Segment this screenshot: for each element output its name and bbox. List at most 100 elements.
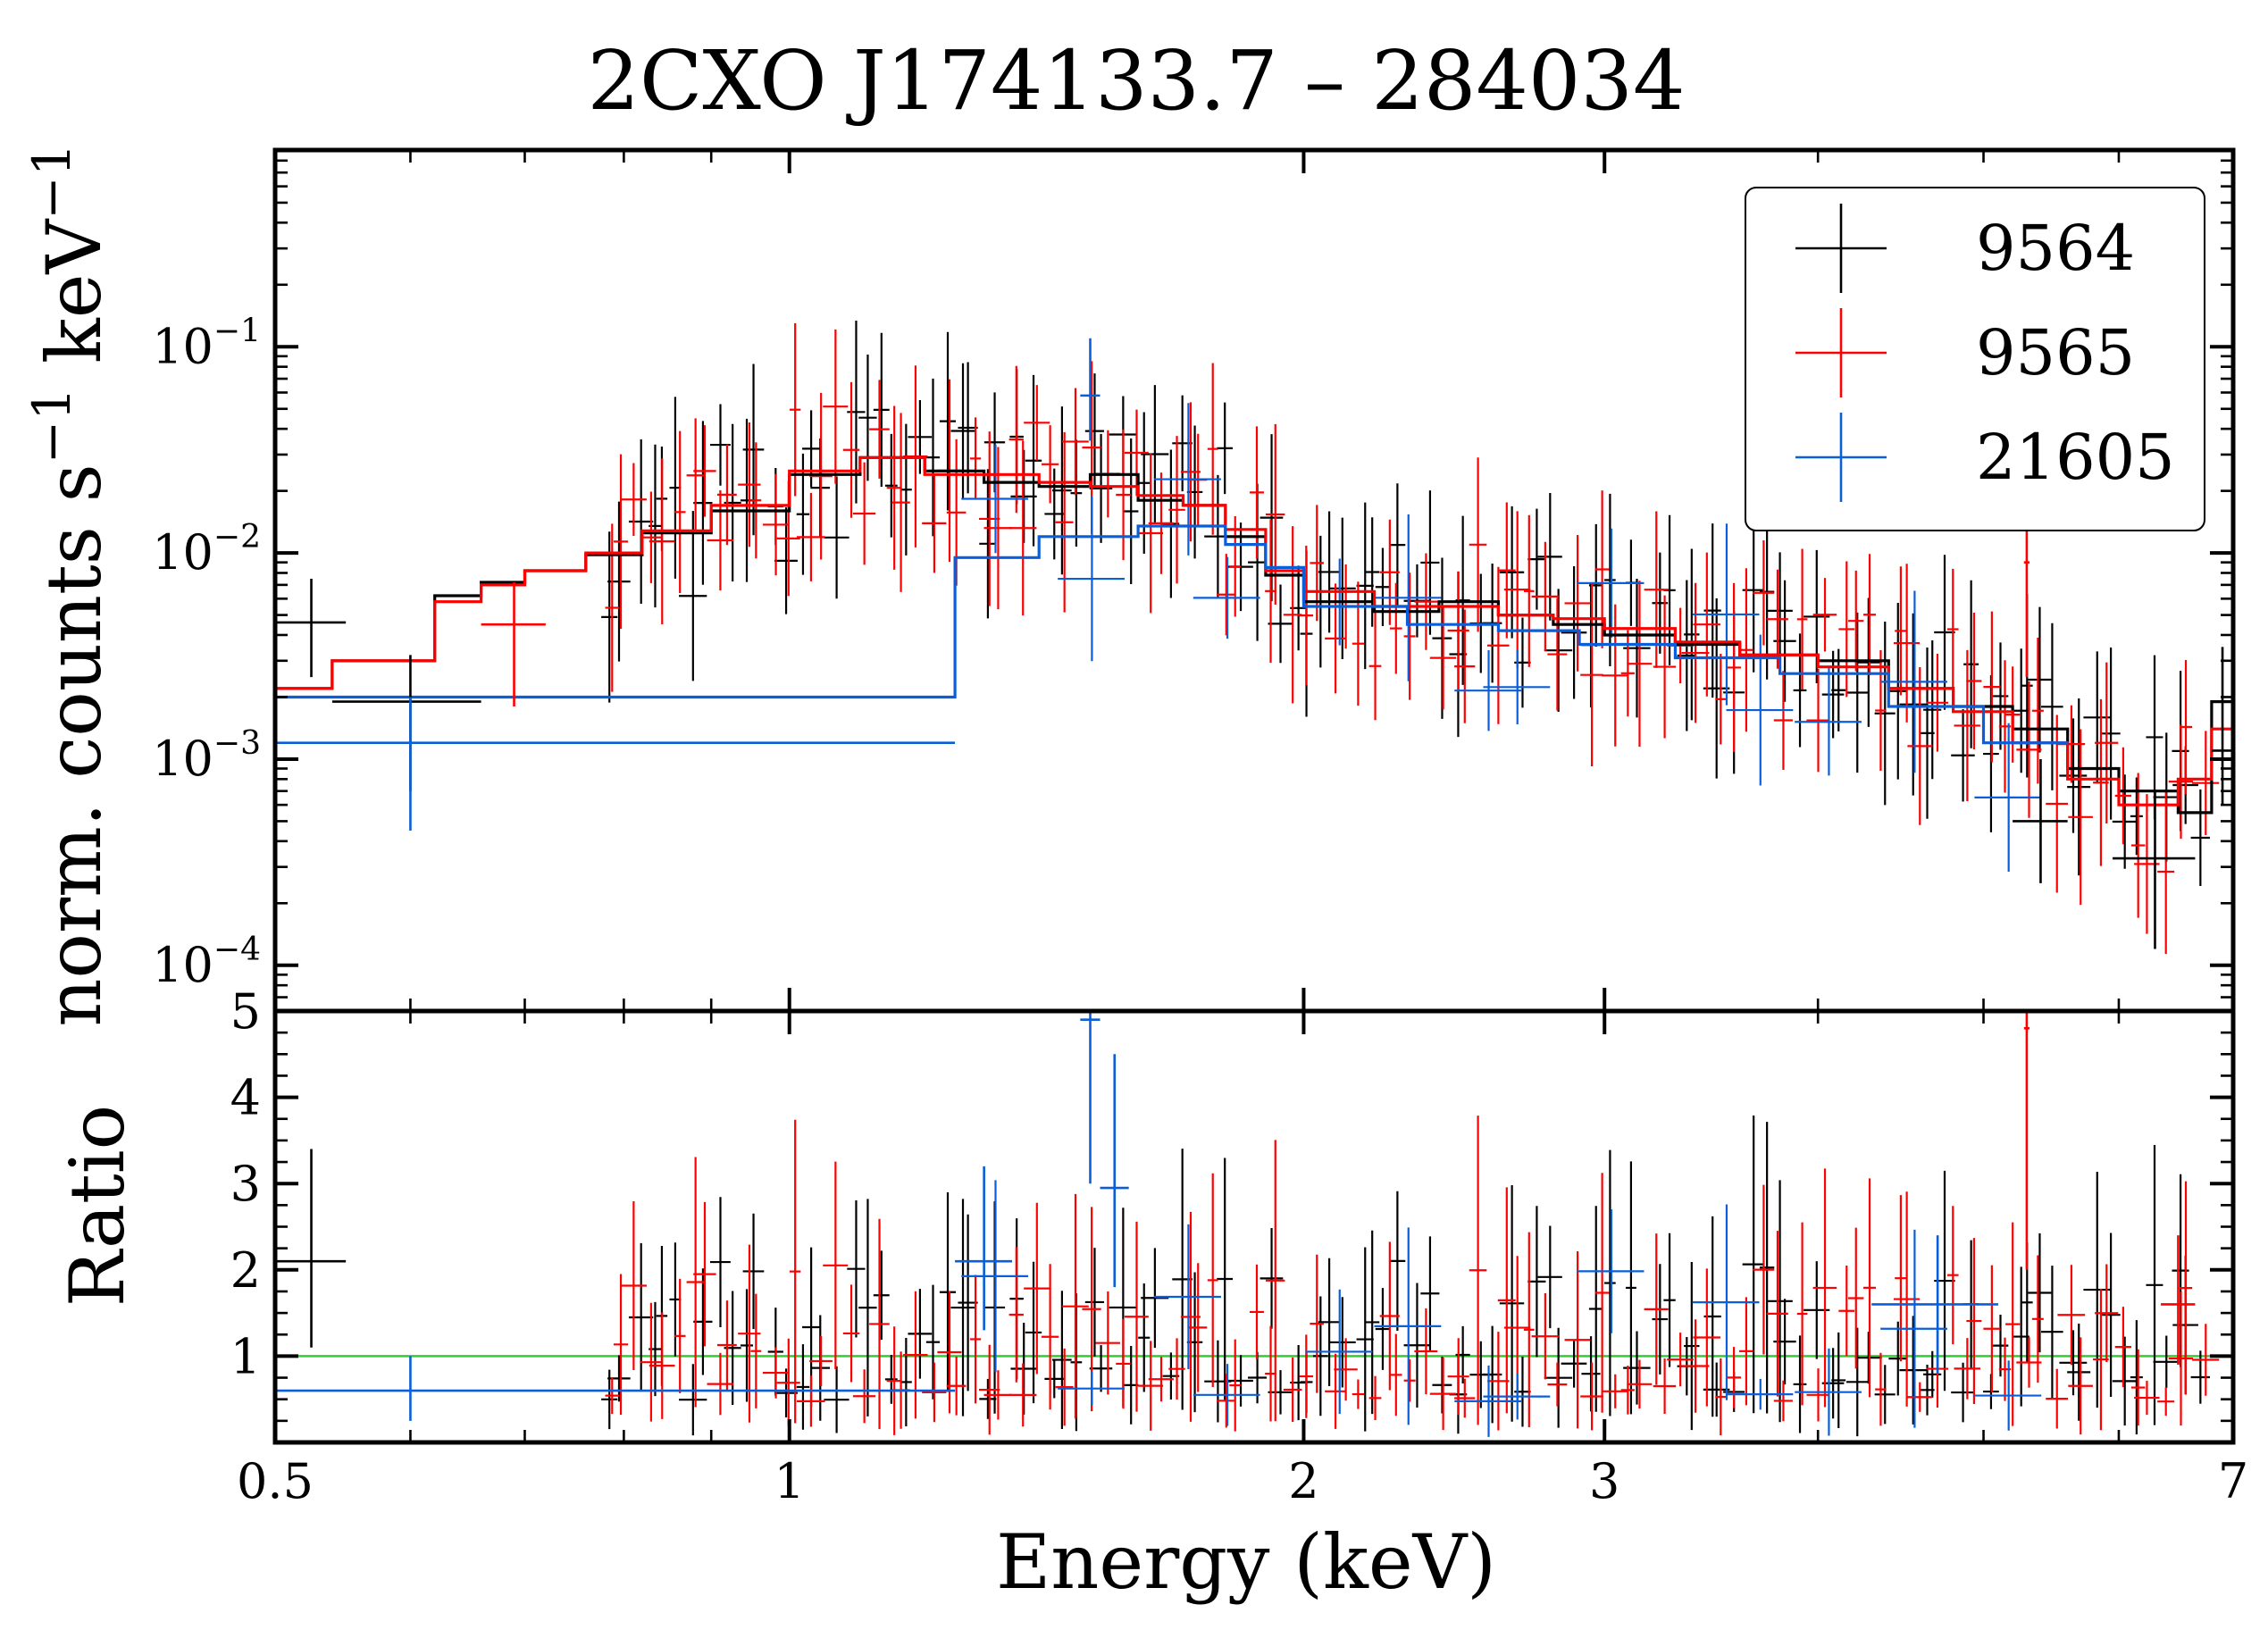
data-point-9564 [939, 331, 957, 511]
data-point-9564 [601, 531, 618, 703]
ratio-point-9564 [1025, 1261, 1042, 1404]
ratio-point-9564 [1831, 1332, 1846, 1428]
data-point-9565 [1895, 566, 1907, 696]
highlight-ratio-point-9565 [2161, 1235, 2196, 1366]
ratio-point-9565 [1693, 1268, 1721, 1407]
data-point-9565 [686, 418, 705, 533]
data-point-9564 [1561, 566, 1587, 699]
ylabel-exp-2: −1 [21, 143, 82, 220]
data-point-9565 [2157, 789, 2175, 955]
ratio-point-9565 [1389, 1333, 1402, 1417]
ratio-point-9564 [1527, 1206, 1546, 1358]
ratio-point-9565 [1403, 1359, 1416, 1402]
ratio-point-9565 [1138, 1341, 1164, 1431]
data-point-9564 [1356, 502, 1374, 670]
ratio-point-9565 [1848, 1227, 1864, 1369]
ratio-point-9565 [2168, 1291, 2194, 1426]
data-point-9565 [1124, 409, 1149, 497]
y-tick-label-exponent: −4 [213, 932, 261, 968]
data-point-9565 [649, 458, 675, 625]
ratio-point-9564 [2130, 1320, 2143, 1434]
data-point-9565 [979, 431, 1000, 606]
data-point-9565 [1644, 511, 1669, 668]
data-point-9565 [750, 442, 762, 559]
ratio-point-9565 [1265, 1140, 1285, 1422]
data-point-9565 [1954, 649, 1980, 801]
data-point-9564 [1268, 584, 1293, 664]
ratio-point-9565 [937, 1291, 962, 1414]
data-point-9564 [1923, 640, 1942, 780]
highlight-point-9564 [331, 655, 481, 791]
ratio-point-9565 [1863, 1178, 1876, 1398]
y-tick-label-base: 10 [152, 318, 213, 374]
data-point-9564 [1318, 511, 1341, 633]
ratio-point-9564 [1625, 1161, 1636, 1415]
ratio-point-9565 [1095, 1291, 1120, 1395]
data-point-9565 [1547, 598, 1568, 711]
x-tick-label: 1 [774, 1453, 805, 1509]
ratio-point-9565 [1766, 1231, 1788, 1397]
ratio-point-9565 [750, 1293, 762, 1408]
y-tick-label-base: 10 [152, 731, 213, 787]
ratio-point-9564 [796, 1344, 810, 1430]
data-point-9565 [674, 430, 686, 594]
ratio-point-9564 [1604, 1149, 1616, 1417]
ratio-point-9564 [607, 1355, 631, 1402]
ratio-point-9564 [1318, 1258, 1341, 1386]
data-point-9565 [1207, 363, 1218, 535]
ratio-point-9564 [939, 1191, 957, 1392]
data-point-9564 [1123, 438, 1139, 585]
ratio-point-9565 [1580, 1362, 1603, 1431]
data-point-21605 [1193, 556, 1260, 639]
ratio-point-9564 [1888, 1321, 1908, 1396]
ratio-point-9564 [1084, 1248, 1104, 1357]
data-point-9565 [2130, 773, 2146, 918]
ratio-point-21605 [1454, 1365, 1522, 1437]
data-point-21605 [1577, 528, 1645, 638]
ratio-point-9565 [1602, 1374, 1629, 1408]
ylabel-exp-1: −1 [21, 388, 82, 464]
data-point-9564 [1186, 425, 1203, 559]
y-tick-label: 10−4 [152, 932, 261, 993]
ratio-point-9565 [1414, 1308, 1438, 1395]
data-point-21605 [1058, 496, 1125, 662]
ratio-point-9565 [1299, 1334, 1314, 1418]
ratio-point-9564 [900, 1337, 912, 1426]
ratio-point-9564 [740, 1289, 754, 1402]
ratio-point-9565 [1469, 1116, 1487, 1425]
ratio-point-9564 [1793, 1335, 1807, 1433]
ratio-point-9565 [1334, 1338, 1358, 1401]
data-point-9565 [1148, 472, 1175, 574]
ratio-point-9564 [1365, 1230, 1380, 1415]
ratio-point-9565 [979, 1344, 1000, 1435]
ratio-point-9565 [1523, 1232, 1535, 1428]
ratio-point-9564 [958, 1214, 978, 1391]
data-point-21605 [1974, 723, 2042, 873]
ratio-point-9564 [1141, 1248, 1169, 1349]
data-point-21605 [1454, 650, 1522, 731]
ratio-point-9565 [922, 1362, 947, 1423]
data-point-9565 [1249, 426, 1264, 559]
data-point-9564 [1051, 406, 1072, 575]
ratio-point-9565 [1531, 1293, 1559, 1380]
x-tick-label: 3 [1589, 1453, 1619, 1509]
ratio-point-9564 [1854, 1332, 1882, 1384]
ratio-point-9565 [620, 1201, 647, 1370]
highlight-ratio-point-21605 [1871, 1235, 1998, 1374]
data-point-9564 [1527, 508, 1546, 610]
ratio-point-9564 [950, 1199, 975, 1417]
ratio-point-9564 [1663, 1233, 1676, 1367]
data-point-9565 [1812, 578, 1837, 652]
ratio-point-9564 [1217, 1157, 1234, 1400]
data-point-21605 [1483, 649, 1551, 725]
data-point-9565 [1739, 568, 1753, 732]
ratio-point-9564 [858, 1199, 877, 1417]
ratio-point-9565 [842, 1284, 860, 1383]
ratio-point-9565 [823, 1161, 849, 1369]
y-tick-label: 10−2 [152, 519, 261, 581]
data-point-9564 [908, 400, 933, 474]
data-point-9565 [1838, 561, 1855, 698]
data-point-9564 [1328, 517, 1356, 659]
data-point-9564 [1375, 547, 1391, 626]
y-tick-label-base: 10 [152, 524, 213, 581]
